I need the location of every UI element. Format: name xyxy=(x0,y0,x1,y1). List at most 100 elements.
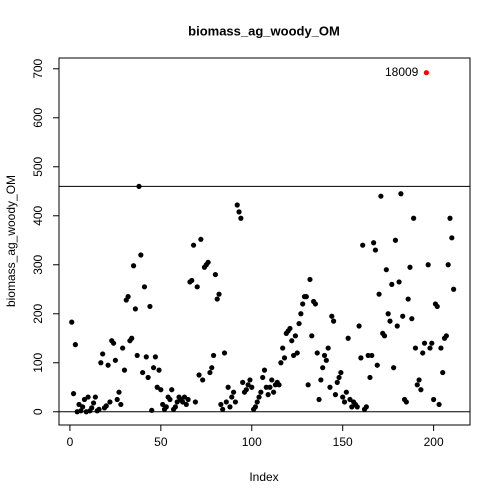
point xyxy=(141,284,148,290)
x-axis-label: Index xyxy=(249,470,278,484)
point xyxy=(371,240,377,246)
point-label: 18009 xyxy=(385,65,419,79)
y-tick-label: 600 xyxy=(31,107,45,127)
point xyxy=(196,372,202,378)
point xyxy=(429,340,435,346)
point xyxy=(218,401,224,408)
point xyxy=(354,404,360,410)
point xyxy=(180,399,186,405)
point xyxy=(69,319,75,325)
point xyxy=(220,406,226,412)
point xyxy=(190,242,197,248)
point xyxy=(140,369,146,376)
y-axis-label: biomass_ag_woody_OM xyxy=(4,175,18,307)
point xyxy=(240,379,246,385)
point xyxy=(423,70,429,76)
x-tick-label: 100 xyxy=(242,435,262,449)
point xyxy=(418,387,424,393)
point xyxy=(254,399,260,405)
point xyxy=(249,384,255,390)
point xyxy=(431,396,437,403)
point xyxy=(267,384,273,390)
point xyxy=(434,303,440,310)
point xyxy=(329,313,335,319)
point xyxy=(334,379,340,385)
point xyxy=(92,394,98,400)
point xyxy=(347,396,353,403)
point xyxy=(198,236,204,242)
point xyxy=(440,369,446,376)
point xyxy=(116,389,122,395)
y-tick-label: 700 xyxy=(31,58,45,78)
point xyxy=(343,389,349,395)
point xyxy=(403,399,409,405)
point xyxy=(238,215,244,221)
point xyxy=(252,404,259,410)
point xyxy=(416,377,422,383)
y-tick-label: 0 xyxy=(31,408,45,415)
point xyxy=(121,367,128,373)
point xyxy=(192,399,198,405)
point xyxy=(280,345,286,351)
point xyxy=(394,323,400,329)
point xyxy=(387,318,393,324)
chart-title: biomass_ag_woody_OM xyxy=(188,23,340,38)
point xyxy=(438,345,444,351)
point xyxy=(114,396,120,403)
point xyxy=(247,377,253,383)
point xyxy=(167,396,173,403)
point xyxy=(229,394,235,400)
point xyxy=(181,394,188,400)
point xyxy=(445,262,451,268)
point xyxy=(421,340,428,346)
point xyxy=(372,247,379,253)
point xyxy=(256,394,262,400)
point xyxy=(303,294,309,300)
point xyxy=(321,352,328,359)
point xyxy=(85,394,91,400)
point xyxy=(374,362,380,368)
point xyxy=(345,335,351,341)
point xyxy=(309,333,315,339)
point xyxy=(300,301,306,307)
point xyxy=(103,403,109,409)
point xyxy=(234,202,240,208)
point xyxy=(216,291,222,297)
point xyxy=(105,362,111,368)
point xyxy=(376,291,382,297)
point xyxy=(221,350,228,356)
point xyxy=(210,352,217,359)
point xyxy=(294,350,300,356)
point xyxy=(243,387,249,393)
point xyxy=(158,387,164,393)
point xyxy=(138,252,144,258)
point xyxy=(407,264,413,270)
point xyxy=(125,294,131,300)
point xyxy=(451,286,457,292)
point xyxy=(412,345,419,351)
point xyxy=(110,340,117,346)
point xyxy=(392,237,399,243)
point xyxy=(405,296,411,302)
point xyxy=(209,365,215,371)
point xyxy=(143,354,149,360)
point xyxy=(356,323,362,329)
point xyxy=(436,401,442,408)
point xyxy=(349,404,355,410)
point xyxy=(358,355,364,361)
point xyxy=(336,374,342,381)
point xyxy=(134,352,140,359)
point xyxy=(152,354,158,360)
point xyxy=(227,404,233,410)
point xyxy=(398,191,404,197)
point xyxy=(427,345,433,351)
point xyxy=(136,183,142,189)
point xyxy=(270,389,277,395)
point xyxy=(296,320,302,327)
point xyxy=(287,325,293,332)
point xyxy=(385,311,391,317)
point xyxy=(160,401,166,408)
point xyxy=(318,377,324,383)
point xyxy=(449,235,455,241)
y-tick-label: 100 xyxy=(31,352,45,372)
